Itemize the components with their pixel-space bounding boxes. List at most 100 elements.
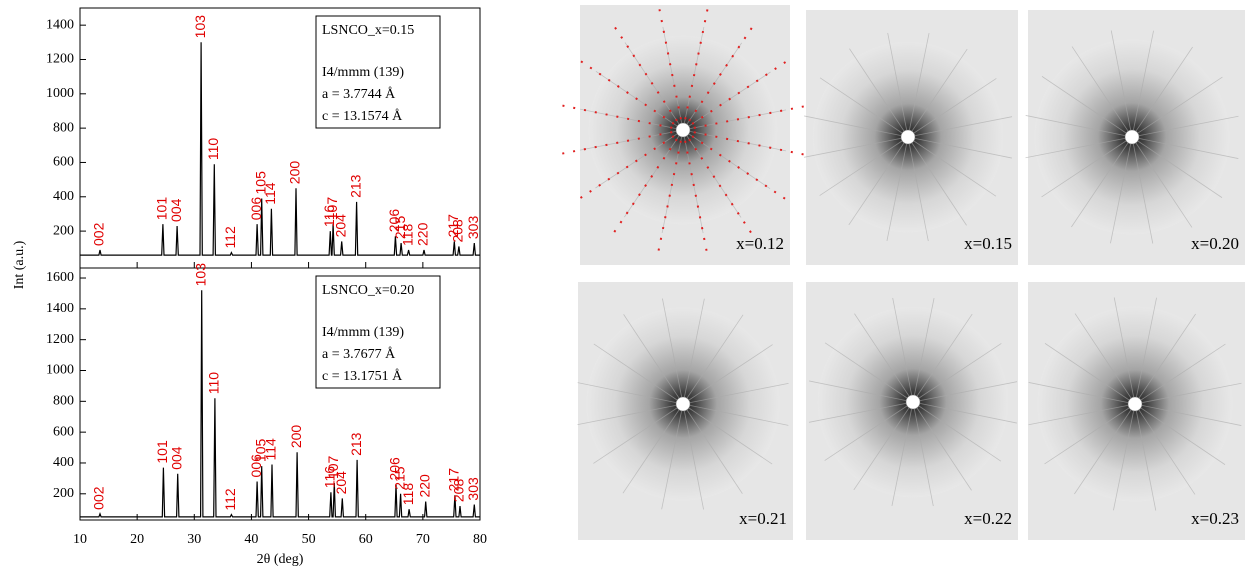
beam-stop <box>1124 129 1140 145</box>
y-axis-label: Int (a.u.) <box>12 240 27 289</box>
streak <box>853 401 914 491</box>
streak <box>682 383 789 405</box>
peak-label: 220 <box>416 474 432 498</box>
y-tick-label: 400 <box>53 189 74 204</box>
streak <box>662 298 684 405</box>
peak-label: 105 <box>252 171 268 195</box>
streak <box>912 298 935 403</box>
streak <box>1110 30 1133 138</box>
streak <box>1134 382 1242 405</box>
beam-stop <box>900 129 916 145</box>
streak <box>907 136 929 242</box>
diffraction-panel: x=0.21 <box>577 282 793 540</box>
streak <box>1131 115 1239 138</box>
peak-label: 101 <box>154 440 170 464</box>
x-tick-label: 40 <box>244 532 258 547</box>
peak-label: 107 <box>325 455 341 479</box>
y-tick-label: 600 <box>53 424 74 439</box>
peak-label: 118 <box>400 483 416 506</box>
plot-frame <box>79 267 481 521</box>
peak-label: 101 <box>154 197 170 221</box>
streak <box>824 342 914 403</box>
streak <box>1074 403 1136 495</box>
streak <box>682 403 704 510</box>
x-tick-label: 80 <box>473 532 487 547</box>
streak <box>1131 136 1154 244</box>
info-text: a = 3.7744 Å <box>322 86 396 102</box>
streak <box>1044 403 1136 465</box>
streak <box>682 129 786 152</box>
y-tick-label: 1200 <box>46 52 74 67</box>
xrd-line <box>80 290 480 518</box>
peak-label: 200 <box>288 425 304 449</box>
peak-label: 303 <box>465 216 481 240</box>
streak <box>624 42 684 131</box>
streak <box>907 116 1013 138</box>
peak-label: 208 <box>450 219 466 243</box>
x-tick-label: 30 <box>187 532 201 547</box>
streak <box>912 343 1002 403</box>
streak <box>912 401 972 491</box>
peak-label: 208 <box>451 479 467 503</box>
streak <box>595 129 684 189</box>
streak <box>682 109 787 131</box>
peak-label: 206 <box>387 457 403 481</box>
streak <box>1131 136 1239 159</box>
y-tick-label: 1600 <box>46 270 74 285</box>
streak <box>1110 136 1133 244</box>
streak <box>1025 115 1133 138</box>
streak <box>579 129 684 151</box>
panel-label: x=0.20 <box>1191 234 1239 253</box>
y-tick-label: 200 <box>53 223 74 238</box>
peak-label: 213 <box>347 174 363 198</box>
info-text: LSNCO_x=0.20 <box>322 283 414 298</box>
streak <box>848 136 909 226</box>
peak-label: 220 <box>415 222 431 246</box>
beam-stop <box>905 394 921 410</box>
panel-label: x=0.21 <box>739 509 787 528</box>
streak <box>595 71 684 131</box>
x-tick-label: 70 <box>416 532 430 547</box>
peak-label: 116 <box>322 466 338 489</box>
streak <box>803 136 909 158</box>
panel-label: x=0.22 <box>964 509 1012 528</box>
beam-stop <box>675 122 691 138</box>
streak <box>682 129 771 189</box>
streak <box>1041 76 1133 138</box>
streak <box>682 314 744 405</box>
y-tick-label: 1000 <box>46 86 74 101</box>
x-tick-label: 60 <box>359 532 373 547</box>
streak <box>1025 136 1133 159</box>
y-tick-label: 400 <box>53 455 74 470</box>
x-axis-label: 2θ (deg) <box>257 552 304 567</box>
y-tick-label: 1000 <box>46 363 74 378</box>
streak <box>1131 76 1223 138</box>
streak <box>804 115 909 138</box>
x-tick-label: 50 <box>302 532 316 547</box>
peak-label: 215 <box>392 216 408 240</box>
peak-label: 002 <box>91 222 107 246</box>
streak <box>907 78 997 138</box>
streak <box>623 314 684 405</box>
peak-label: 215 <box>391 466 407 490</box>
peak-label: 114 <box>263 438 279 461</box>
streak <box>849 48 909 138</box>
peak-label: 110 <box>205 138 221 161</box>
panel-label: x=0.15 <box>964 234 1012 253</box>
peak-label: 004 <box>168 446 184 470</box>
streak <box>1134 403 1242 426</box>
peak-label: 004 <box>168 198 184 222</box>
streak <box>1134 403 1157 511</box>
info-box <box>315 15 441 129</box>
streak <box>1028 403 1136 426</box>
streak <box>577 382 684 405</box>
streak <box>682 129 742 218</box>
peak-label: 006 <box>248 454 264 478</box>
streak <box>662 26 684 131</box>
peak-label: 303 <box>465 477 481 501</box>
peak-label: 204 <box>332 214 348 238</box>
peak-label: 114 <box>262 182 278 205</box>
streak <box>1134 297 1157 405</box>
